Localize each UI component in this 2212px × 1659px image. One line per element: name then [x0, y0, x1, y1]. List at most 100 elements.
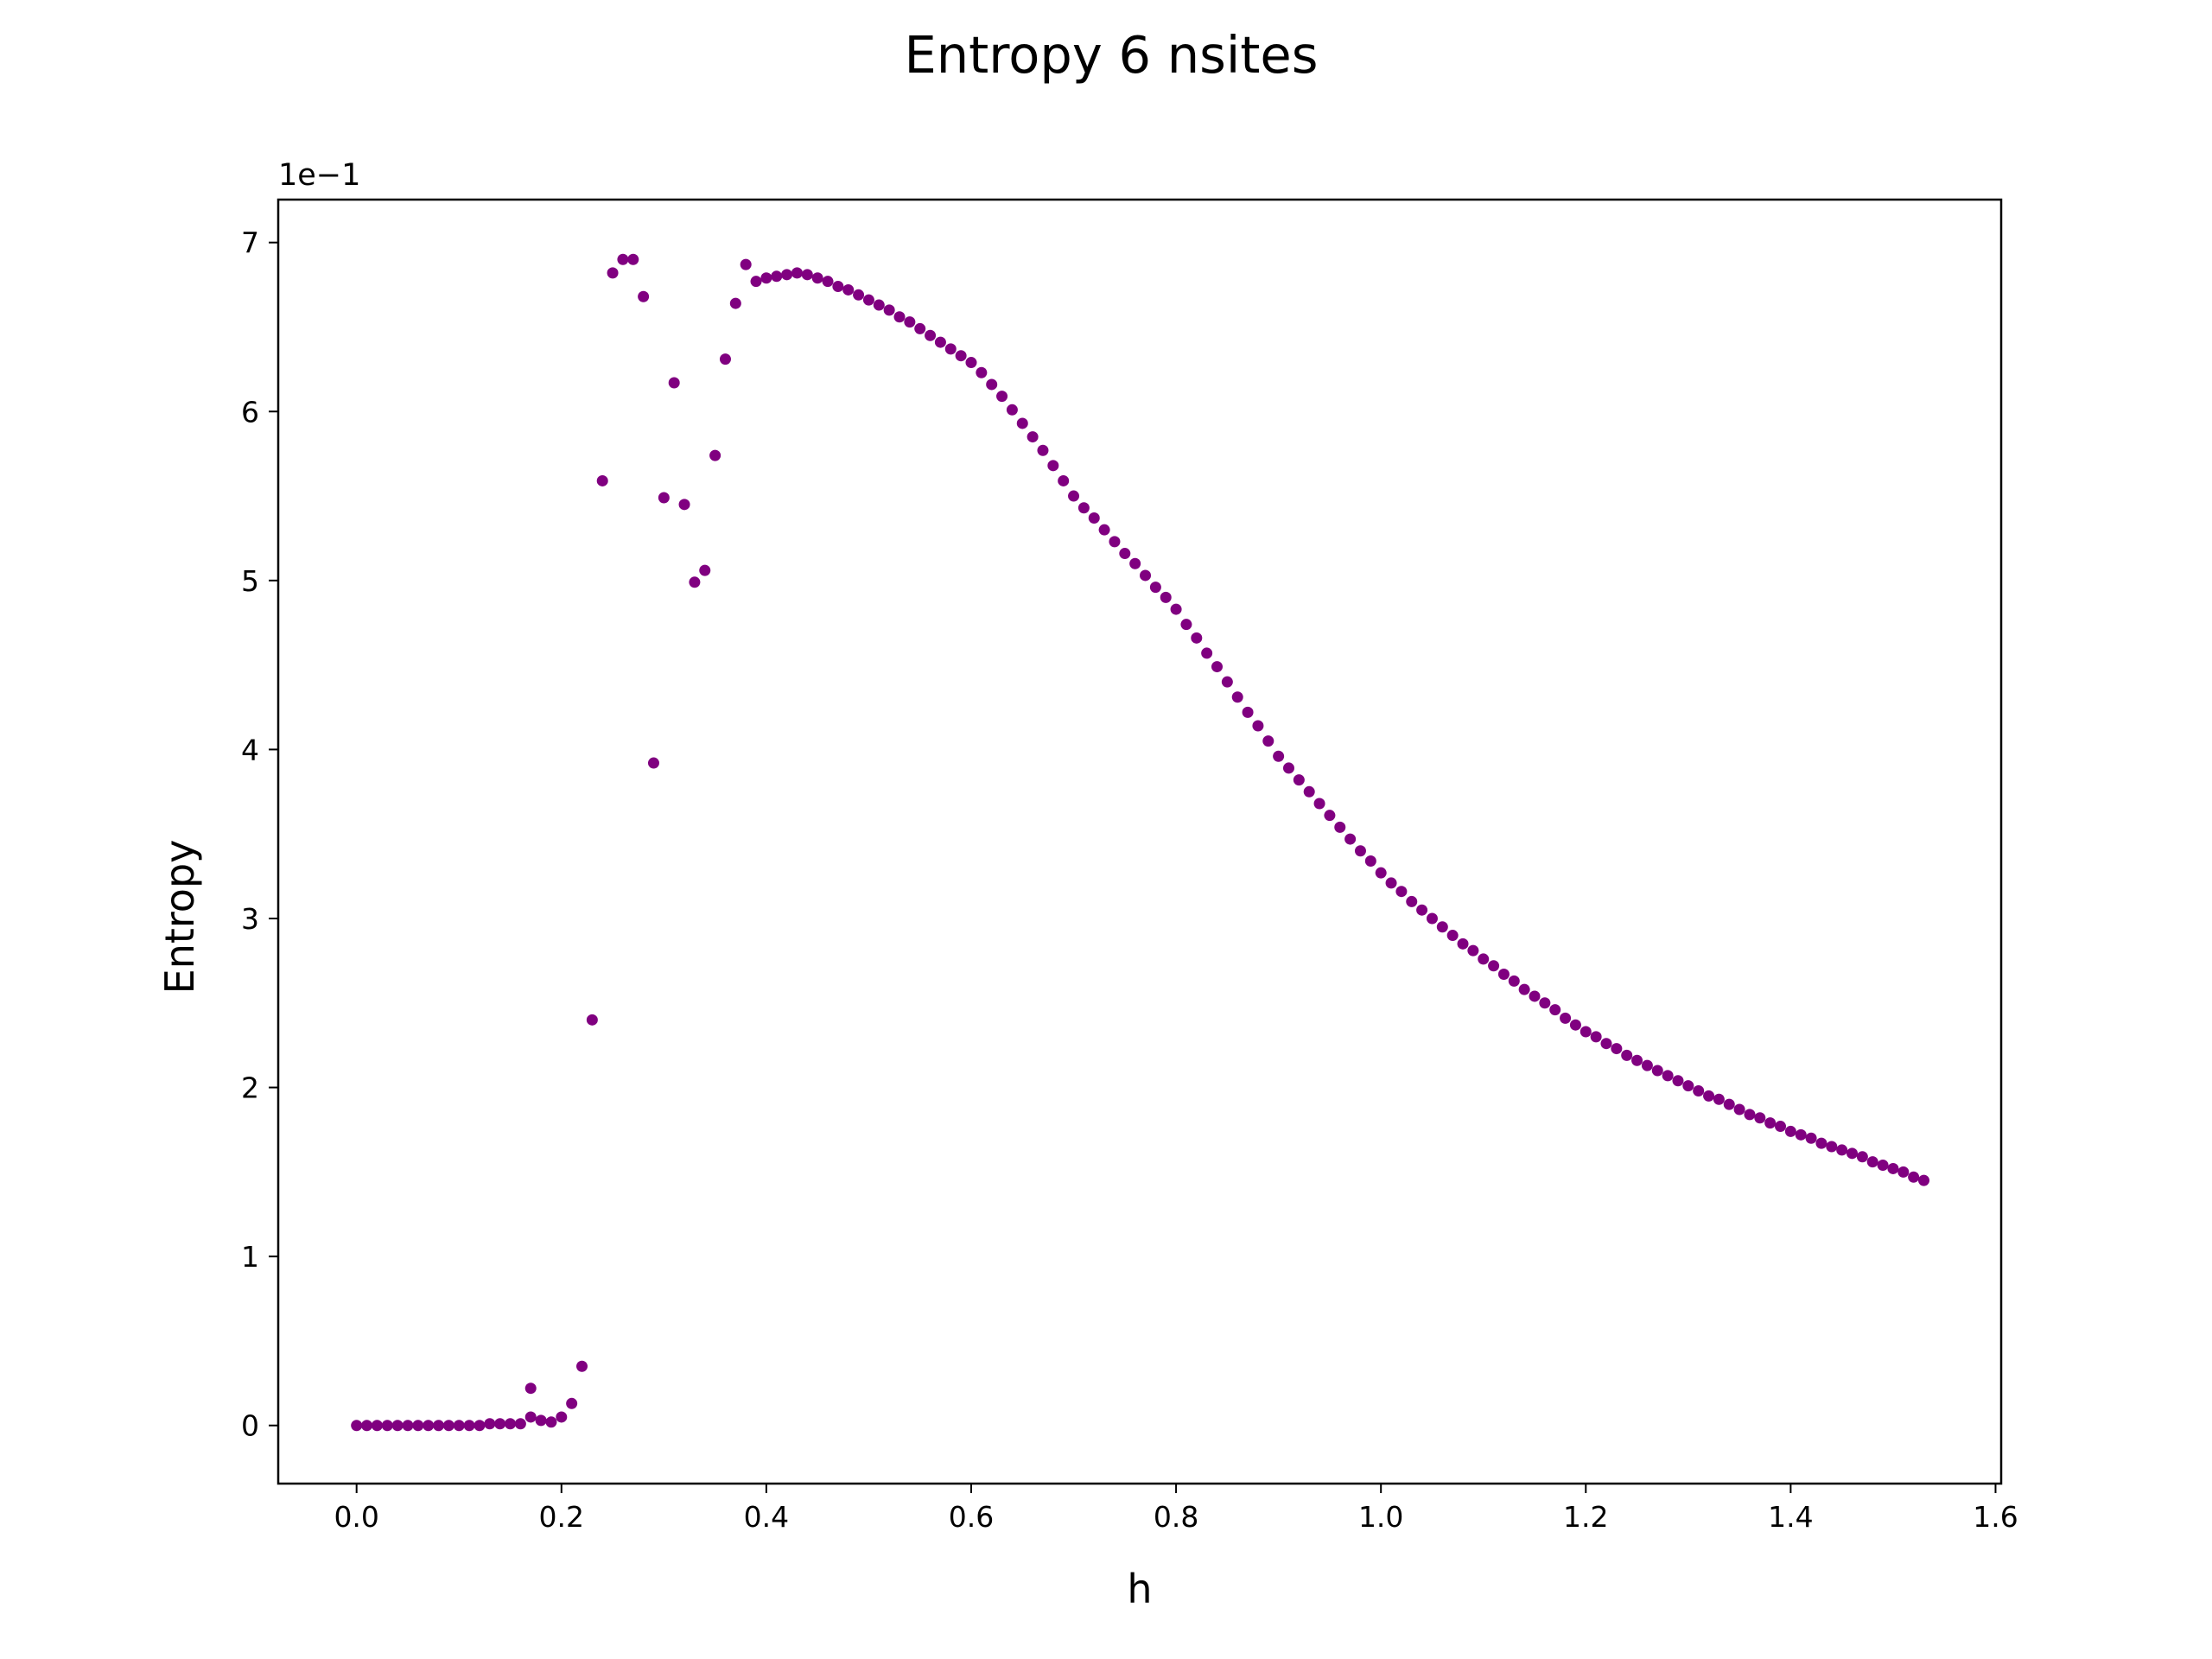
- data-point: [1467, 944, 1479, 957]
- data-point: [1478, 953, 1490, 965]
- data-point: [1815, 1137, 1827, 1149]
- data-point: [505, 1418, 517, 1430]
- data-point: [955, 350, 967, 362]
- data-point: [1529, 990, 1541, 1002]
- data-point: [1354, 845, 1366, 857]
- data-point: [1672, 1075, 1684, 1087]
- data-point: [1703, 1090, 1715, 1102]
- data-point: [1897, 1166, 1910, 1178]
- data-point: [842, 283, 855, 296]
- data-point: [1129, 557, 1141, 569]
- data-point: [873, 299, 885, 311]
- data-point: [1436, 921, 1448, 933]
- x-tick-label: 1.6: [1973, 1500, 2018, 1534]
- data-point: [699, 564, 711, 576]
- y-tick-label: 6: [241, 395, 259, 429]
- data-point: [1488, 960, 1500, 972]
- x-tick-label: 1.2: [1563, 1500, 1608, 1534]
- data-point: [1273, 750, 1285, 762]
- data-point: [1088, 512, 1100, 524]
- data-point: [1651, 1065, 1663, 1077]
- y-tick-label: 4: [241, 733, 259, 766]
- data-point: [801, 269, 813, 281]
- data-point: [1160, 591, 1172, 603]
- data-point: [1191, 632, 1203, 644]
- data-point: [1426, 912, 1438, 925]
- data-point: [1856, 1151, 1868, 1163]
- data-point: [1446, 930, 1459, 942]
- data-point: [1836, 1144, 1848, 1156]
- data-point: [402, 1420, 414, 1432]
- data-point: [862, 294, 874, 306]
- data-point: [391, 1420, 404, 1432]
- data-point: [412, 1420, 424, 1432]
- data-point: [1068, 490, 1080, 502]
- data-point: [453, 1420, 465, 1432]
- data-point: [1406, 895, 1418, 907]
- data-point: [781, 269, 793, 281]
- data-point: [1344, 833, 1357, 845]
- data-point: [1016, 417, 1028, 429]
- data-point: [463, 1420, 475, 1432]
- data-point: [566, 1397, 578, 1409]
- data-point: [1170, 603, 1182, 615]
- data-point: [1395, 886, 1408, 898]
- data-point: [760, 272, 772, 284]
- data-point: [514, 1418, 526, 1430]
- data-point: [1497, 969, 1510, 981]
- data-point: [709, 449, 721, 461]
- data-point: [771, 270, 783, 283]
- data-point: [617, 253, 629, 265]
- data-point: [832, 281, 844, 293]
- data-point: [1744, 1109, 1756, 1121]
- data-point: [545, 1416, 557, 1428]
- data-point: [1560, 1012, 1572, 1024]
- data-point: [381, 1420, 393, 1432]
- data-point: [1805, 1132, 1817, 1144]
- x-tick-label: 1.4: [1768, 1500, 1813, 1534]
- data-point: [1784, 1125, 1796, 1137]
- data-point: [1180, 619, 1192, 631]
- y-tick-label: 0: [241, 1409, 259, 1443]
- data-point: [1518, 983, 1530, 995]
- data-point: [1037, 444, 1049, 456]
- data-point: [883, 304, 895, 316]
- data-point: [750, 276, 762, 288]
- data-point: [1242, 706, 1254, 718]
- data-point: [944, 343, 957, 355]
- data-point: [1600, 1038, 1612, 1050]
- data-point: [556, 1411, 568, 1423]
- data-point: [1754, 1112, 1766, 1124]
- data-point: [729, 297, 741, 309]
- data-point: [423, 1420, 435, 1432]
- data-point: [1764, 1117, 1777, 1129]
- data-point: [1549, 1004, 1561, 1016]
- data-point: [1119, 548, 1131, 560]
- data-point: [914, 322, 926, 334]
- x-tick-label: 0.6: [949, 1500, 994, 1534]
- data-point: [1149, 582, 1161, 594]
- data-point: [1693, 1084, 1705, 1096]
- data-point: [1887, 1162, 1899, 1174]
- data-point: [904, 316, 916, 328]
- data-point: [976, 366, 988, 378]
- data-point: [678, 499, 690, 511]
- data-point: [1569, 1019, 1581, 1031]
- y-tick-label: 2: [241, 1071, 259, 1105]
- data-point: [1293, 774, 1305, 786]
- data-point: [1334, 821, 1346, 833]
- data-point: [1221, 676, 1233, 688]
- y-tick-label: 5: [241, 564, 259, 598]
- y-tick-label: 7: [241, 226, 259, 260]
- data-point: [1682, 1080, 1694, 1092]
- data-point: [1611, 1043, 1623, 1055]
- data-point: [1847, 1147, 1859, 1160]
- data-point: [1201, 647, 1213, 659]
- data-point: [1580, 1026, 1592, 1038]
- data-point: [638, 290, 650, 302]
- data-point: [474, 1420, 486, 1432]
- data-point: [1077, 502, 1090, 514]
- data-point: [1211, 661, 1224, 673]
